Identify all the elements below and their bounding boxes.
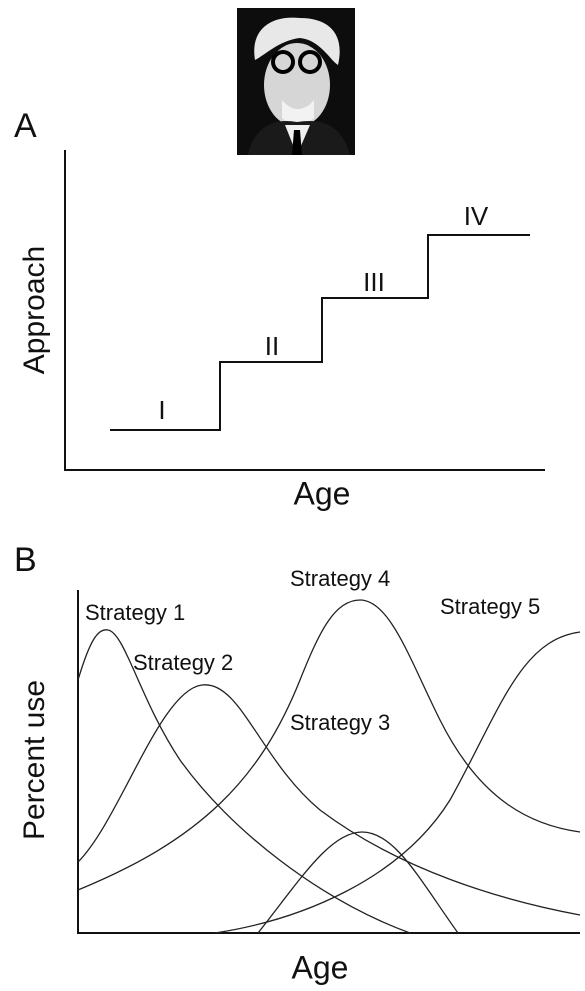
panel-label: B bbox=[14, 541, 37, 579]
strategy-label: Strategy 5 bbox=[440, 594, 540, 619]
strategy-label: Strategy 1 bbox=[85, 600, 185, 625]
stage-label: IV bbox=[464, 201, 489, 231]
stage-label: III bbox=[363, 267, 385, 297]
strategy-label: Strategy 4 bbox=[290, 566, 390, 591]
stage-label: I bbox=[158, 395, 165, 425]
axes bbox=[78, 590, 580, 933]
strategy-label: Strategy 3 bbox=[290, 710, 390, 735]
strategy-curve bbox=[78, 600, 580, 890]
strategy-label: Strategy 2 bbox=[133, 650, 233, 675]
stage-label: II bbox=[265, 331, 279, 361]
figure: A I II III IV Approach Age B Strategy 1 … bbox=[0, 0, 585, 991]
axes bbox=[65, 150, 545, 470]
y-axis-label: Approach bbox=[18, 246, 51, 374]
x-axis-label: Age bbox=[292, 949, 349, 985]
y-axis-label: Percent use bbox=[18, 680, 51, 840]
x-axis-label: Age bbox=[294, 475, 351, 511]
strategy-curve bbox=[258, 832, 458, 933]
strategy-curve bbox=[215, 632, 580, 933]
panel-label: A bbox=[14, 107, 37, 145]
step-line bbox=[110, 235, 530, 430]
portrait bbox=[237, 8, 355, 155]
